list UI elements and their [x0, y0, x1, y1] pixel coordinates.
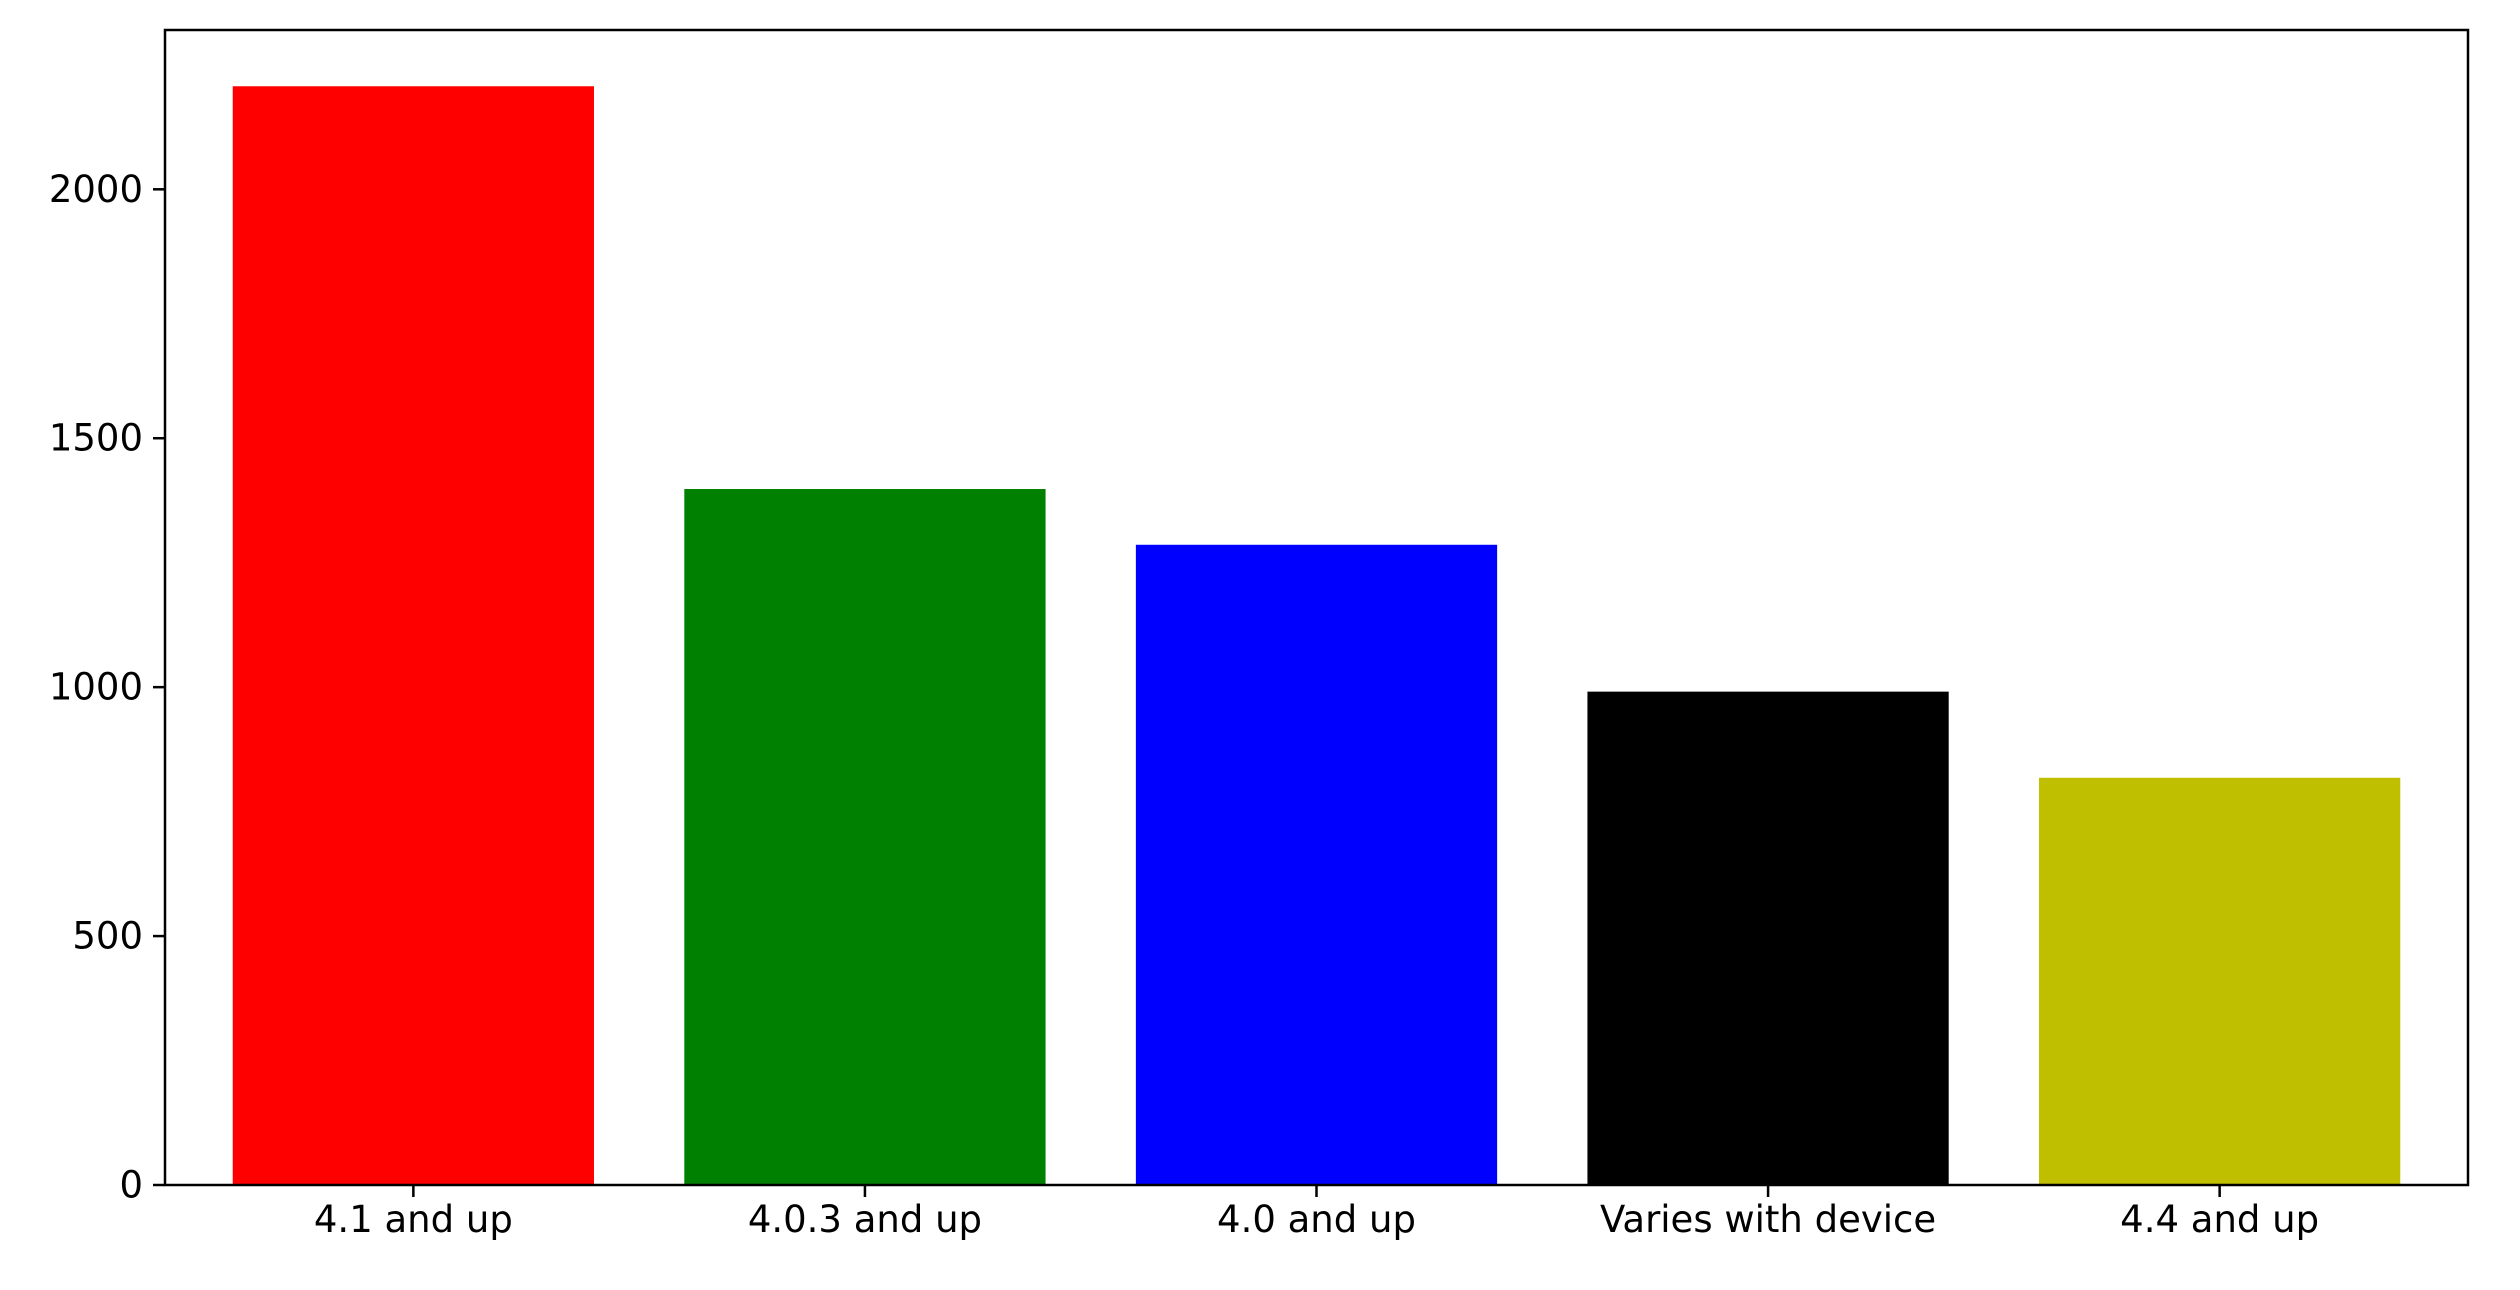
y-tick-label-1: 500	[72, 915, 143, 958]
bar-0	[232, 86, 594, 1185]
bar-2	[1135, 544, 1498, 1185]
y-tick-label-0: 0	[119, 1164, 143, 1207]
y-tick-label-4: 2000	[49, 168, 143, 211]
x-tick-label-0: 4.1 and up	[314, 1198, 513, 1241]
x-tick-label-3: Varies with device	[1600, 1198, 1936, 1241]
x-tick-label-4: 4.4 and up	[2120, 1198, 2319, 1241]
plot-frame	[163, 28, 2470, 1187]
bars-layer	[232, 86, 2401, 1185]
bar-4	[2039, 777, 2401, 1185]
y-tick-label-2: 1000	[49, 666, 143, 709]
y-tick-label-3: 1500	[49, 417, 143, 460]
y-axis: 0 500 1000 1500 2000	[49, 168, 165, 1207]
x-tick-label-1: 4.0.3 and up	[748, 1198, 982, 1241]
x-tick-label-2: 4.0 and up	[1217, 1198, 1416, 1241]
bar-3	[1587, 691, 1949, 1185]
bar-1	[684, 489, 1046, 1185]
x-axis: 4.1 and up 4.0.3 and up 4.0 and up Varies w…	[314, 1185, 2319, 1241]
